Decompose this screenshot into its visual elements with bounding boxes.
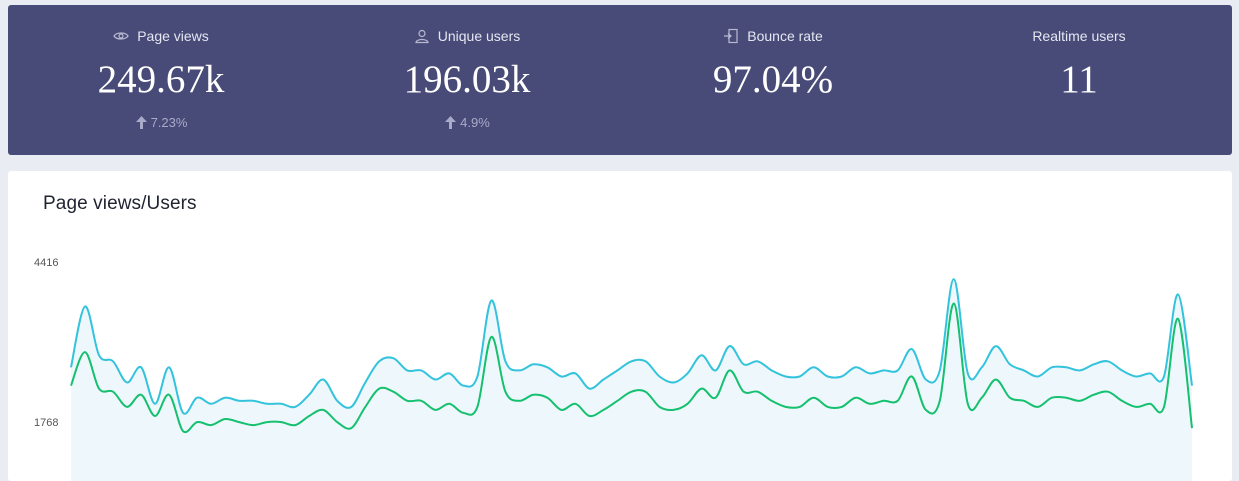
user-icon — [414, 28, 430, 44]
stat-delta: 4.9% — [314, 115, 620, 130]
stat-label: Unique users — [437, 28, 521, 44]
line-chart — [70, 278, 1193, 481]
stat-page-views: Page views 249.67k 7.23% — [8, 5, 314, 155]
stat-label-row: Unique users — [314, 27, 620, 45]
stat-label-row: Page views — [8, 27, 314, 45]
stat-delta: 7.23% — [8, 115, 314, 130]
stat-label: Realtime users — [1032, 28, 1126, 44]
y-tick-label: 1768 — [34, 417, 59, 429]
stat-label: Bounce rate — [747, 28, 823, 44]
chart-panel: Page views/Users 4416 1768 — [8, 171, 1232, 481]
stat-value: 196.03k — [403, 58, 531, 101]
stats-bar: Page views 249.67k 7.23% Unique users 19… — [8, 5, 1232, 155]
stat-label-row: Realtime users — [926, 27, 1232, 45]
stat-label: Page views — [137, 28, 209, 44]
arrow-up-icon — [135, 115, 148, 130]
y-tick-label: 4416 — [34, 257, 59, 269]
stat-unique-users: Unique users 196.03k 4.9% — [314, 5, 620, 155]
stat-value: 11 — [1060, 58, 1098, 101]
stat-bounce-rate: Bounce rate 97.04% — [620, 5, 926, 155]
stat-value: 249.67k — [97, 58, 225, 101]
page-views-area — [71, 279, 1192, 481]
users-line — [70, 302, 1193, 434]
page-views-line — [70, 278, 1193, 415]
eye-icon — [113, 28, 129, 44]
stat-delta-value: 7.23% — [150, 115, 188, 130]
stat-delta-value: 4.9% — [460, 115, 490, 130]
arrow-up-icon — [444, 115, 457, 130]
stat-realtime-users: Realtime users 11 — [926, 5, 1232, 155]
exit-icon — [723, 28, 739, 44]
stat-label-row: Bounce rate — [620, 27, 926, 45]
panel-title: Page views/Users — [43, 193, 197, 214]
stat-value: 97.04% — [712, 58, 834, 101]
